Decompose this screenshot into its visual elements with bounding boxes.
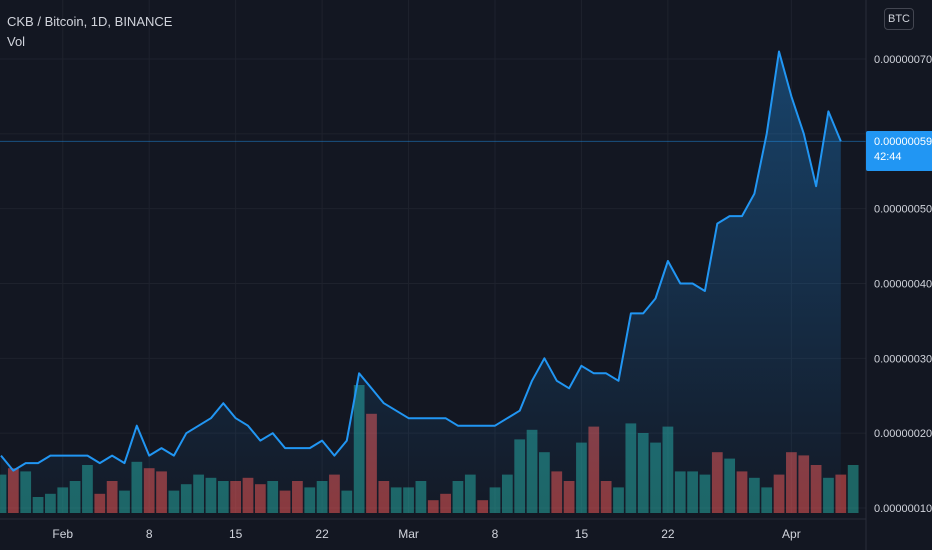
symbol-title[interactable]: CKB / Bitcoin, 1D, BINANCE	[7, 14, 173, 29]
y-tick-label: 0.00000010	[874, 503, 932, 515]
y-tick-label: 0.00000020	[874, 428, 932, 440]
countdown-label: 42:44	[874, 151, 902, 163]
x-tick-label: 22	[315, 527, 329, 541]
price-line	[0, 50, 842, 472]
x-tick-label: Mar	[398, 527, 419, 541]
currency-button[interactable]: BTC	[884, 8, 914, 30]
x-tick-label: 15	[229, 527, 243, 541]
last-price-label: 0.00000059	[874, 136, 932, 148]
y-tick-label: 0.00000040	[874, 279, 932, 291]
legend: CKB / Bitcoin, 1D, BINANCE Vol	[7, 12, 172, 52]
y-tick-label: 0.00000030	[874, 353, 932, 365]
x-tick-label: 15	[575, 527, 589, 541]
x-tick-label: 8	[492, 527, 499, 541]
price-area-fill	[1, 51, 841, 513]
x-tick-label: 8	[146, 527, 153, 541]
y-tick-label: 0.00000050	[874, 204, 932, 216]
x-tick-label: Apr	[782, 527, 801, 541]
x-tick-label: 22	[661, 527, 675, 541]
x-axis: Feb 8 15 22 Mar 8 15 22 Apr	[0, 518, 866, 541]
y-tick-label: 0.00000070	[874, 54, 932, 66]
volume-bar	[847, 465, 859, 513]
last-price-badge: 0.00000059 42:44	[866, 131, 932, 171]
y-axis: 0.00000010 0.00000020 0.00000030 0.00000040…	[865, 0, 932, 550]
volume-legend-label[interactable]: Vol	[7, 34, 26, 49]
x-tick-label: Feb	[52, 527, 73, 541]
